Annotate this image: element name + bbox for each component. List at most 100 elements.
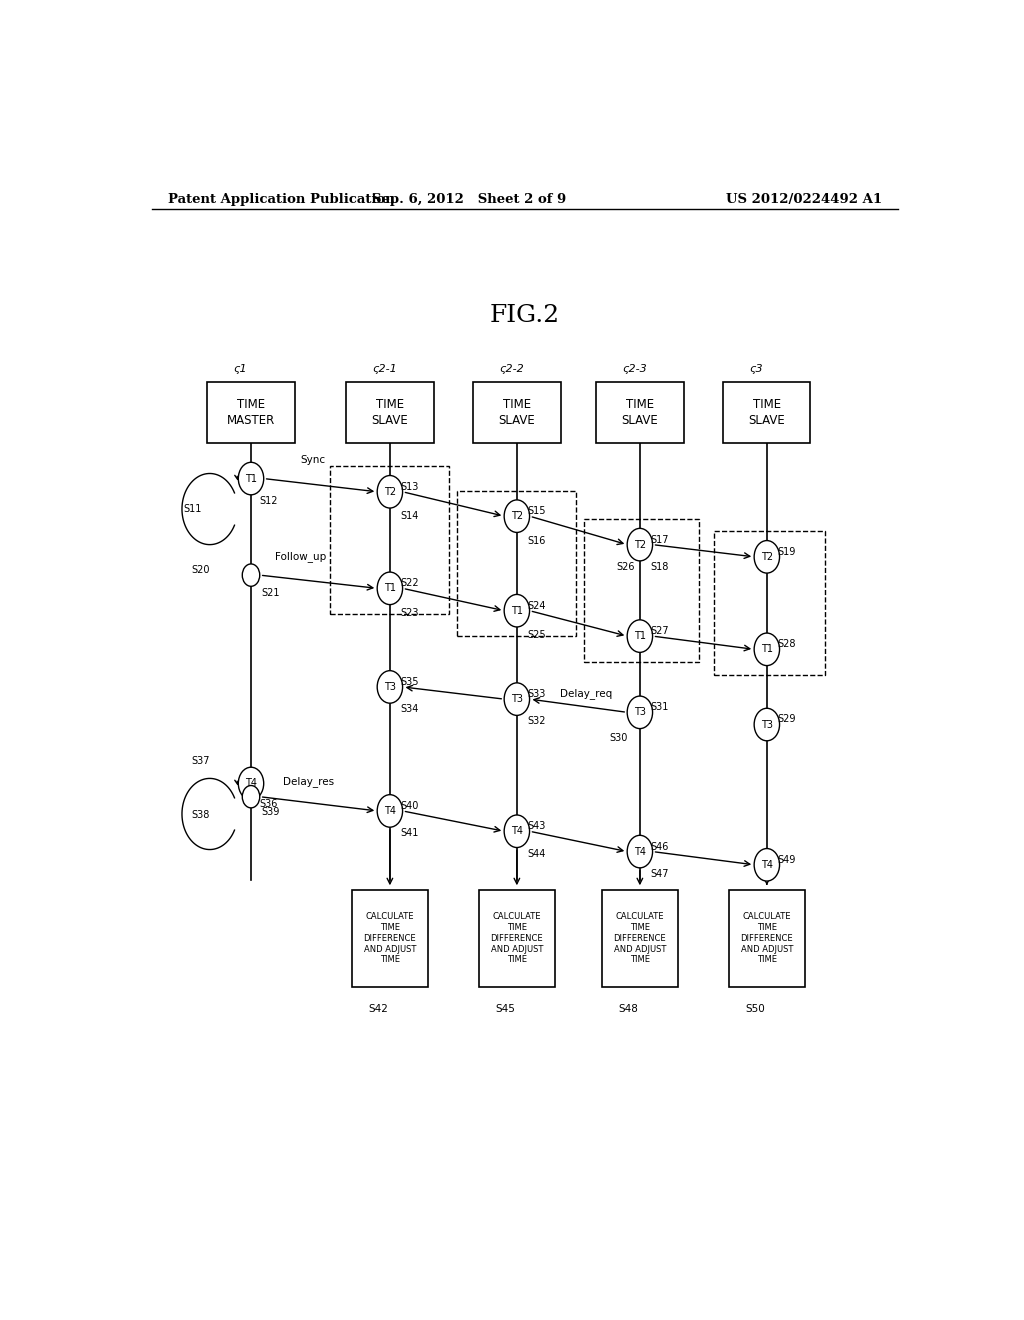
- Text: FIG.2: FIG.2: [489, 305, 560, 327]
- Circle shape: [504, 814, 529, 847]
- Text: S41: S41: [400, 828, 419, 838]
- Bar: [458, 491, 577, 636]
- Text: S18: S18: [650, 562, 669, 572]
- Text: T3: T3: [761, 719, 773, 730]
- Text: S25: S25: [527, 630, 546, 640]
- Text: US 2012/0224492 A1: US 2012/0224492 A1: [726, 193, 882, 206]
- Text: T4: T4: [245, 779, 257, 788]
- Text: S46: S46: [650, 842, 669, 851]
- Text: S47: S47: [650, 869, 669, 879]
- Text: Follow_up: Follow_up: [275, 552, 327, 562]
- Text: S36: S36: [259, 799, 278, 809]
- Text: S14: S14: [400, 511, 419, 521]
- Text: ς1: ς1: [233, 364, 247, 374]
- Bar: [352, 890, 428, 987]
- Text: S19: S19: [777, 546, 796, 557]
- Text: S23: S23: [400, 607, 419, 618]
- Circle shape: [627, 696, 652, 729]
- Circle shape: [754, 541, 779, 573]
- Circle shape: [239, 462, 264, 495]
- Text: S16: S16: [527, 536, 546, 545]
- Text: Sep. 6, 2012   Sheet 2 of 9: Sep. 6, 2012 Sheet 2 of 9: [372, 193, 566, 206]
- Text: S48: S48: [618, 1005, 638, 1014]
- Text: T1: T1: [245, 474, 257, 483]
- Text: S45: S45: [495, 1005, 515, 1014]
- Text: S21: S21: [261, 589, 280, 598]
- Text: TIME
MASTER: TIME MASTER: [227, 399, 275, 426]
- Circle shape: [239, 767, 264, 800]
- Circle shape: [754, 709, 779, 741]
- Text: Delay_req: Delay_req: [560, 689, 612, 700]
- Text: T1: T1: [384, 583, 396, 593]
- Text: Sync: Sync: [300, 455, 325, 465]
- Circle shape: [754, 849, 779, 880]
- Text: ς2-1: ς2-1: [373, 364, 397, 374]
- Text: T3: T3: [634, 708, 646, 717]
- Bar: [473, 381, 560, 444]
- Text: S33: S33: [527, 689, 546, 700]
- Circle shape: [377, 475, 402, 508]
- Text: S26: S26: [616, 562, 635, 572]
- Text: S13: S13: [400, 482, 419, 491]
- Bar: [585, 519, 699, 661]
- Text: S44: S44: [527, 849, 546, 858]
- Circle shape: [504, 682, 529, 715]
- Text: T3: T3: [384, 682, 396, 692]
- Text: T2: T2: [761, 552, 773, 562]
- Circle shape: [627, 620, 652, 652]
- Text: TIME
SLAVE: TIME SLAVE: [499, 399, 536, 426]
- Text: S42: S42: [368, 1005, 388, 1014]
- Text: T1: T1: [761, 644, 773, 655]
- Circle shape: [504, 594, 529, 627]
- Text: T4: T4: [761, 859, 773, 870]
- Bar: [331, 466, 450, 614]
- Text: TIME
SLAVE: TIME SLAVE: [749, 399, 785, 426]
- Circle shape: [377, 671, 402, 704]
- Text: S27: S27: [650, 626, 669, 636]
- Text: S38: S38: [191, 810, 210, 820]
- Text: T2: T2: [511, 511, 523, 521]
- Text: T1: T1: [511, 606, 523, 615]
- Bar: [714, 532, 824, 675]
- Circle shape: [243, 564, 260, 586]
- Text: S20: S20: [191, 565, 210, 576]
- Text: Patent Application Publication: Patent Application Publication: [168, 193, 394, 206]
- Text: S37: S37: [191, 756, 210, 766]
- Text: T4: T4: [634, 846, 646, 857]
- Text: S43: S43: [527, 821, 546, 832]
- Text: S24: S24: [527, 601, 546, 611]
- Text: S15: S15: [527, 506, 546, 516]
- Text: CALCULATE
TIME
DIFFERENCE
AND ADJUST
TIME: CALCULATE TIME DIFFERENCE AND ADJUST TIM…: [740, 912, 794, 965]
- Text: S30: S30: [609, 733, 628, 743]
- Text: S22: S22: [400, 578, 419, 589]
- Circle shape: [243, 785, 260, 808]
- Text: T1: T1: [634, 631, 646, 642]
- Bar: [729, 890, 805, 987]
- Bar: [346, 381, 433, 444]
- Text: S34: S34: [400, 705, 419, 714]
- Circle shape: [754, 634, 779, 665]
- Circle shape: [504, 500, 529, 532]
- Bar: [596, 381, 684, 444]
- Circle shape: [377, 795, 402, 828]
- Circle shape: [377, 572, 402, 605]
- Text: ς2-3: ς2-3: [623, 364, 647, 374]
- Text: CALCULATE
TIME
DIFFERENCE
AND ADJUST
TIME: CALCULATE TIME DIFFERENCE AND ADJUST TIM…: [364, 912, 416, 965]
- Text: S50: S50: [745, 1005, 765, 1014]
- Text: T2: T2: [384, 487, 396, 496]
- Bar: [723, 381, 811, 444]
- Text: S11: S11: [183, 504, 202, 513]
- Bar: [207, 381, 295, 444]
- Text: TIME
SLAVE: TIME SLAVE: [622, 399, 658, 426]
- Text: T4: T4: [511, 826, 523, 837]
- Bar: [479, 890, 555, 987]
- Text: T4: T4: [384, 807, 396, 816]
- Text: Delay_res: Delay_res: [283, 776, 334, 787]
- Text: S29: S29: [777, 714, 796, 725]
- Text: S31: S31: [650, 702, 669, 713]
- Text: S40: S40: [400, 801, 419, 810]
- Text: CALCULATE
TIME
DIFFERENCE
AND ADJUST
TIME: CALCULATE TIME DIFFERENCE AND ADJUST TIM…: [613, 912, 667, 965]
- Circle shape: [627, 836, 652, 867]
- Text: S39: S39: [261, 807, 280, 817]
- Circle shape: [627, 528, 652, 561]
